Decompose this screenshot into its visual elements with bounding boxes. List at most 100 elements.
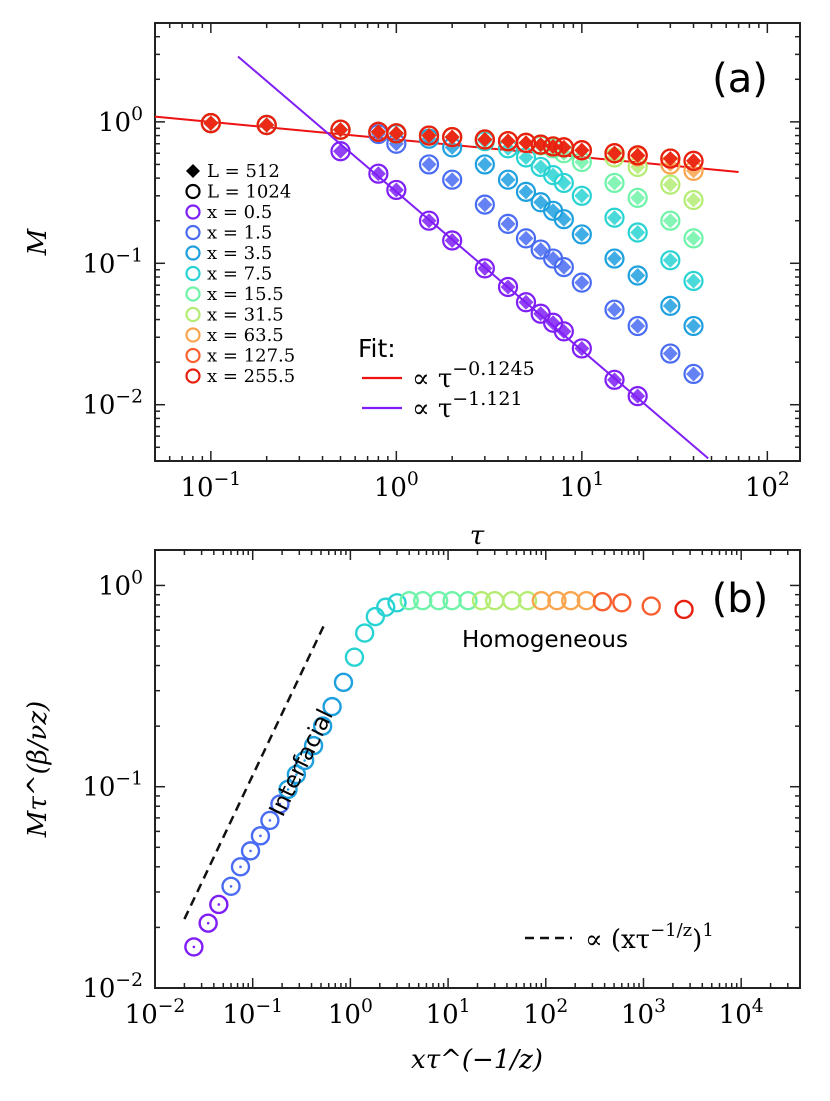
panel-b-guide-line (183, 622, 327, 920)
diamond-point (686, 153, 702, 169)
collapse-point (592, 592, 613, 612)
diamond-point (630, 267, 646, 283)
circle-point (497, 276, 519, 298)
legend-series-label: x = 1.5 (207, 223, 272, 244)
y-tick-label-mantissa: 10 (82, 773, 115, 803)
legend-diamond-icon (186, 164, 200, 178)
diamond-point (477, 260, 493, 276)
diamond-point (533, 194, 549, 210)
collapse-point (184, 937, 204, 957)
circle-point (660, 174, 681, 195)
diamond-point (421, 213, 437, 229)
diamond-point (607, 145, 623, 161)
circle-point (627, 145, 648, 166)
collapse-point-dot (286, 788, 290, 791)
circle-point (683, 270, 704, 292)
fit-legend-base: ∝ τ (412, 394, 452, 424)
diamond-point (662, 298, 678, 314)
diamond-point (500, 172, 516, 188)
panel-b-xlabel-text: xτ^(−1/z) (411, 1045, 543, 1075)
diamond-point (607, 372, 623, 388)
diamond-point (444, 172, 460, 188)
collapse-point (260, 810, 280, 831)
diamond-point (500, 279, 516, 295)
collapse-point (209, 894, 229, 915)
diamond-point (630, 225, 646, 241)
circle-point (604, 248, 625, 269)
x-tick-label: 100 (374, 469, 419, 503)
diamond-point (500, 216, 516, 232)
diamond-point (518, 149, 534, 165)
circle-point (330, 141, 351, 162)
x-tick-label: 10−2 (125, 996, 186, 1030)
diamond-point (630, 388, 646, 404)
diamond-point (332, 143, 348, 159)
x-tick-label-exponent: −1 (255, 996, 283, 1017)
circle-point (418, 154, 440, 175)
circle-point (418, 210, 440, 231)
legend-series-label: x = 0.5 (207, 202, 272, 223)
legend-series-icon (185, 327, 201, 343)
diamond-point (686, 192, 702, 208)
x-tick-label-exponent: −2 (158, 996, 186, 1017)
circle-point (660, 295, 681, 316)
circle-point (627, 386, 648, 407)
collapse-point (641, 596, 661, 616)
panel-a-label: (a) (712, 56, 768, 102)
fit-legend-title: Fit: (358, 334, 396, 363)
circle-point (442, 169, 463, 190)
x-tick-label-mantissa: 10 (181, 473, 214, 503)
circle-point (553, 256, 574, 278)
diamond-point (574, 340, 590, 356)
collapse-point-dot (229, 885, 233, 888)
diamond-point (686, 318, 702, 334)
x-tick-label-exponent: 2 (556, 996, 568, 1017)
diamond-point (574, 275, 590, 291)
collapse-point-dot (268, 819, 272, 822)
collapse-point-dot (278, 802, 282, 806)
legend-base: ∝ (xτ (585, 925, 650, 955)
circle-point (368, 163, 389, 184)
circle-point (660, 343, 681, 364)
y-tick-label-exponent: −2 (115, 970, 143, 991)
circle-point (200, 112, 221, 134)
y-tick-label: 100 (98, 567, 143, 601)
circle-point (571, 185, 592, 206)
diamond-point (686, 230, 702, 246)
circle-point (442, 127, 463, 148)
legend-series-icon (185, 286, 201, 302)
legend-series-icon (185, 347, 201, 364)
collapse-point-dot (192, 945, 196, 949)
legend-series-icon (185, 368, 201, 384)
collapse-point (286, 764, 307, 785)
diamond-point (630, 318, 646, 334)
circle-point (497, 169, 519, 190)
x-tick-label-exponent: 1 (592, 469, 604, 490)
collapse-point-dot (206, 921, 210, 925)
circle-point (474, 129, 495, 150)
panel-a-ylabel: M (23, 227, 53, 256)
collapse-point (198, 913, 218, 933)
x-tick-label-mantissa: 10 (222, 1000, 255, 1030)
circle-point (515, 228, 537, 249)
x-tick-label-mantissa: 10 (719, 1000, 752, 1030)
circle-point (386, 179, 407, 201)
legend-series-icon (185, 306, 201, 323)
circle-point (627, 222, 648, 243)
collapse-point (312, 716, 333, 736)
collapse-point (365, 606, 386, 627)
x-tick-label-exponent: 4 (752, 996, 764, 1017)
collapse-point (458, 590, 478, 611)
circle-point (474, 154, 495, 175)
legend-series-label: x = 63.5 (207, 325, 284, 346)
legend-series-label: x = 255.5 (207, 366, 295, 387)
x-tick-label-mantissa: 10 (621, 1000, 654, 1030)
legend-tail: ) (692, 925, 702, 955)
circle-point (515, 181, 537, 202)
legend-exp1: −1/z (650, 920, 692, 941)
collapse-point (428, 590, 449, 611)
diamond-point (556, 211, 572, 227)
x-tick-label-exponent: −1 (214, 469, 242, 490)
